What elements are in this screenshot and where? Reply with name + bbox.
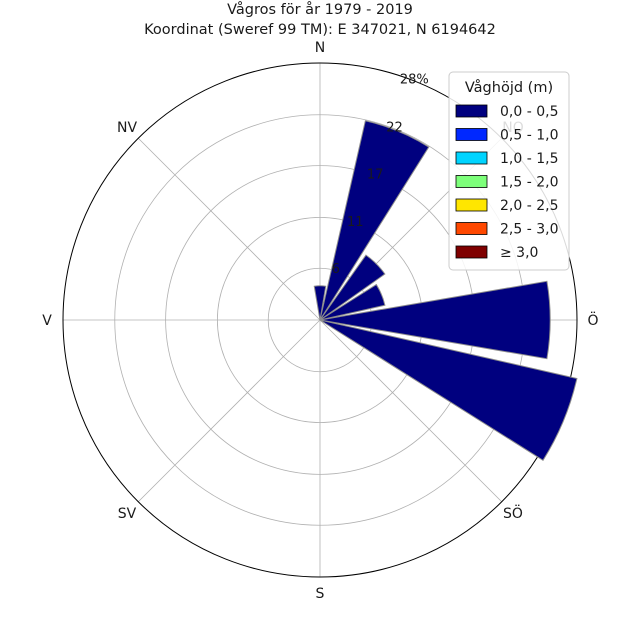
legend-swatch xyxy=(455,151,488,165)
radial-tick-labels: 6 11 17 22 28% xyxy=(332,73,429,278)
legend-label: 0,0 - 0,5 xyxy=(500,104,558,120)
grid-spoke xyxy=(319,319,503,503)
direction-label: NV xyxy=(117,120,137,136)
outer-frame xyxy=(62,62,578,578)
radial-tick-label: 17 xyxy=(367,167,384,182)
direction-label: Ö xyxy=(587,311,598,329)
bar-wedge xyxy=(319,283,386,321)
direction-label: SÖ xyxy=(503,504,523,522)
legend-swatch xyxy=(455,222,488,235)
bar-wedge xyxy=(319,319,578,461)
chart-title: Vågros för år 1979 - 2019 xyxy=(227,1,413,18)
legend-swatch xyxy=(455,175,488,188)
legend-swatch xyxy=(455,198,488,212)
radial-tick-label: 28% xyxy=(400,73,429,88)
radial-tick-label: 22 xyxy=(386,120,403,135)
legend-swatch xyxy=(455,128,488,141)
legend-swatch xyxy=(455,104,488,118)
grid-spoke xyxy=(137,137,321,321)
direction-label: SV xyxy=(118,506,137,522)
legend-title: Våghöjd (m) xyxy=(465,79,553,96)
legend-label: 1,0 - 1,5 xyxy=(500,151,558,167)
legend-label: 2,5 - 3,0 xyxy=(500,222,558,238)
direction-label: V xyxy=(42,313,52,329)
legend-swatch xyxy=(455,245,488,259)
legend-label: 2,0 - 2,5 xyxy=(500,198,558,214)
legend-entries: 0,0 - 0,5 0,5 - 1,0 1,0 - 1,5 1,5 - 2,0 2,0 … xyxy=(455,104,558,261)
legend-label: ≥ 3,0 xyxy=(500,245,538,261)
radial-tick-label: 6 xyxy=(332,262,340,277)
legend: Våghöjd (m) 0,0 - 0,5 0,5 - 1,0 1,0 - 1,5 1… xyxy=(448,71,570,271)
wave-bars xyxy=(313,120,578,461)
legend-label: 1,5 - 2,0 xyxy=(500,175,558,191)
bar-wedge xyxy=(319,120,430,321)
legend-label: 0,5 - 1,0 xyxy=(500,128,558,144)
grid-spoke xyxy=(137,319,321,503)
direction-label: S xyxy=(316,586,325,602)
bar-wedge xyxy=(313,285,327,321)
direction-label: N xyxy=(315,40,325,56)
bar-wedge xyxy=(319,280,551,360)
bar-wedge xyxy=(319,254,386,321)
radial-tick-label: 11 xyxy=(347,215,364,230)
legend-box xyxy=(448,71,570,271)
chart-subtitle: Koordinat (Sweref 99 TM): E 347021, N 61… xyxy=(144,22,496,38)
